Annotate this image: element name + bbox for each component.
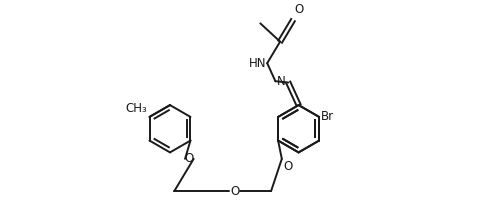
Text: O: O — [294, 3, 304, 16]
Text: O: O — [283, 160, 292, 173]
Text: Br: Br — [321, 110, 334, 123]
Text: CH₃: CH₃ — [126, 102, 148, 115]
Text: HN: HN — [248, 57, 266, 70]
Text: O: O — [184, 152, 194, 165]
Text: N: N — [276, 75, 285, 88]
Text: O: O — [230, 185, 239, 198]
